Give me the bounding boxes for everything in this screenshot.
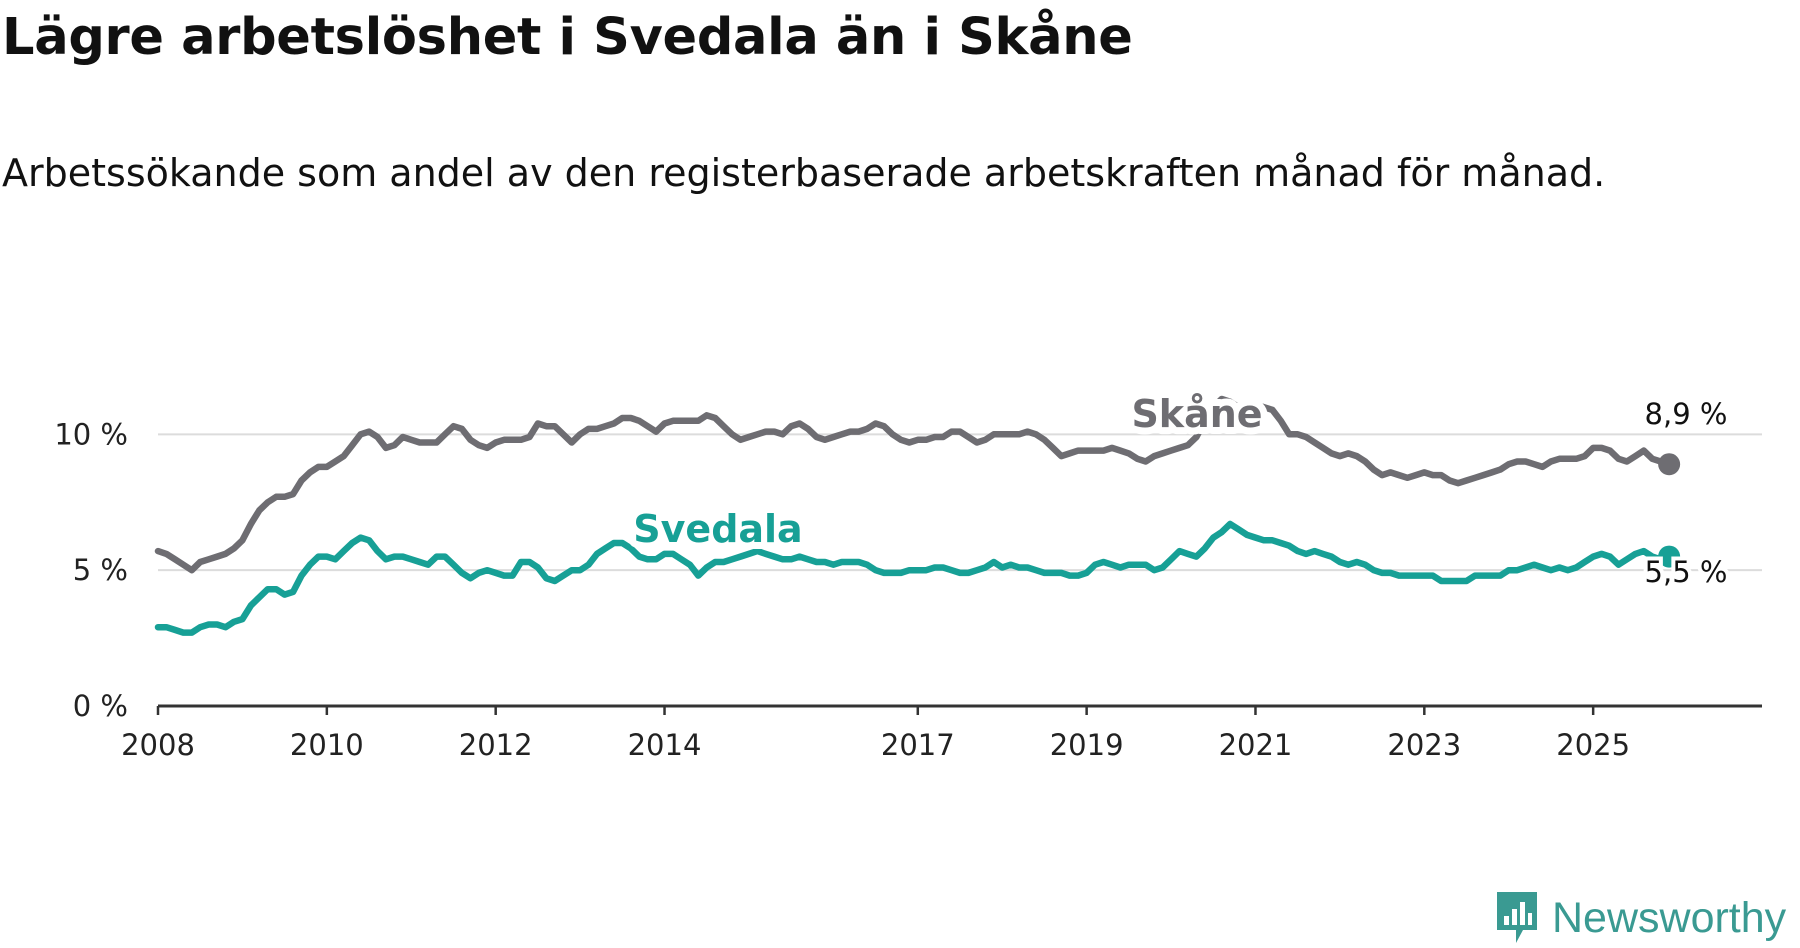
x-tick-label: 2010 [290,728,364,762]
newsworthy-logo: Newsworthy [1494,888,1786,948]
svedala-end-marker [1658,545,1681,568]
x-tick-label: 2012 [459,728,533,762]
y-tick-label: 5 % [73,553,128,587]
x-tick-label: 2019 [1050,728,1124,762]
x-tick-label: 2021 [1219,728,1293,762]
y-tick-label: 0 % [73,689,128,723]
line-chart: Skåne Svedala 8,9 % 5,5 % 0 % 5 % 10 % 2008 201… [54,385,1762,762]
x-tick-label: 2025 [1556,728,1630,762]
skane-end-marker [1658,453,1681,476]
x-tick-label: 2023 [1387,728,1461,762]
svedala-line [154,520,1673,636]
skane-line [154,395,1673,574]
label-layer: Skåne Svedala 8,9 % 5,5 % [626,385,1731,593]
brand-name: Newsworthy [1552,893,1787,942]
svedala-series-label: Svedala [633,507,802,551]
series-layer [154,395,1681,636]
x-tick-label: 2017 [881,728,955,762]
newsworthy-logo-icon [1497,892,1537,943]
svedala-end-value-label: 5,5 % [1645,555,1728,589]
skane-end-value-label: 8,9 % [1645,397,1728,431]
y-tick-label: 10 % [54,417,128,451]
grid-layer [158,433,1762,572]
skane-series-label: Skåne [1131,392,1262,436]
chart-subtitle: Arbetssökande som andel av den registerb… [2,151,1606,195]
x-tick-label: 2008 [121,728,195,762]
x-tick-label: 2014 [628,728,702,762]
axis-layer: 0 % 5 % 10 % 2008 2010 2012 2014 2017 2019 2021 20… [54,417,1762,762]
chart-title: Lägre arbetslöshet i Svedala än i Skåne [2,8,1133,67]
